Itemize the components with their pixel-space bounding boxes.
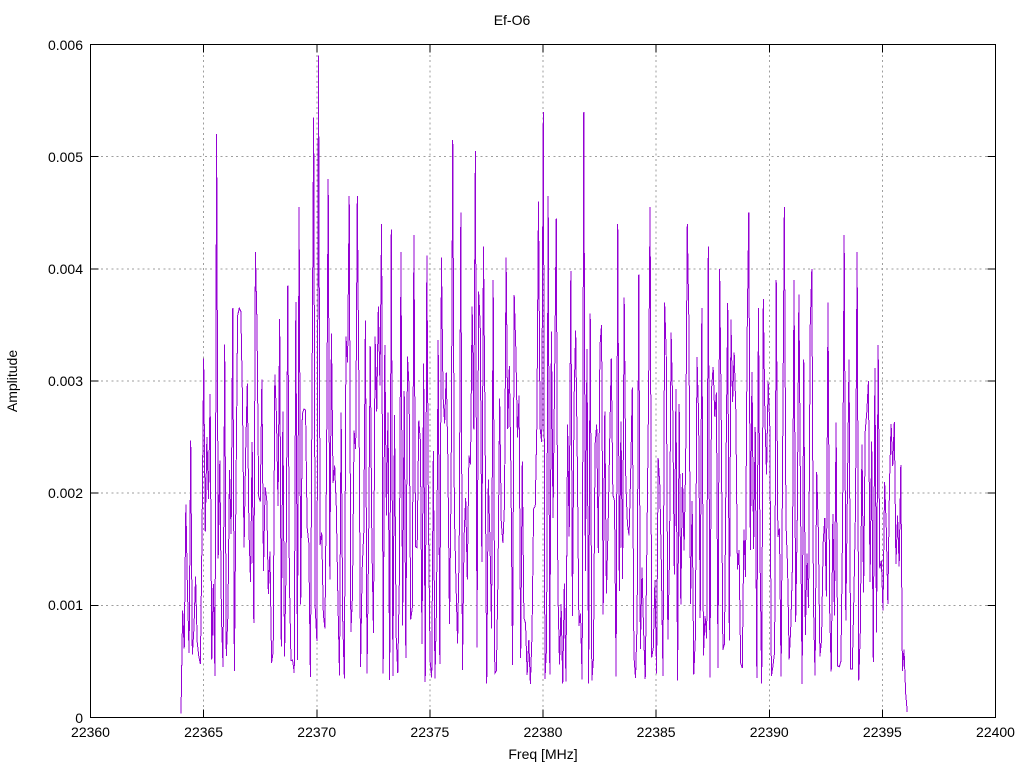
- x-tick-label: 22390: [749, 724, 789, 740]
- x-tick-label: 22395: [862, 724, 902, 740]
- y-tick-label: 0.001: [47, 597, 83, 614]
- y-tick-label: 0: [75, 709, 83, 726]
- y-tick-label: 0.004: [47, 260, 83, 277]
- spectrum-trace: [180, 55, 908, 714]
- x-tick-label: 22365: [184, 724, 224, 740]
- chart-title-row: Ef-O6: [0, 12, 1024, 28]
- y-tick-label: 0.002: [47, 485, 83, 502]
- x-tick-label: 22380: [523, 724, 563, 740]
- x-tick-label: 22370: [297, 724, 337, 740]
- y-tick-label: 0.005: [47, 148, 83, 165]
- x-tick-label: 22375: [410, 724, 450, 740]
- x-tick-label: 22400: [976, 724, 1015, 740]
- x-tick-label: 22385: [636, 724, 676, 740]
- chart-title: Ef-O6: [493, 12, 531, 28]
- x-tick-label: 22360: [71, 724, 110, 740]
- y-tick-label: 0.003: [47, 373, 83, 389]
- y-tick-label: 0.006: [47, 36, 83, 53]
- x-axis-title: Freq [MHz]: [508, 746, 578, 762]
